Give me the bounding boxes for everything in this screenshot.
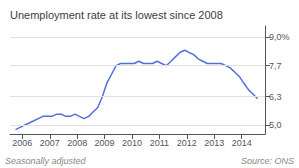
svg-text:Seasonally adjusted: Seasonally adjusted — [5, 156, 87, 166]
svg-text:2009: 2009 — [95, 138, 115, 148]
svg-text:5,0: 5,0 — [269, 120, 282, 130]
svg-text:Source: ONS: Source: ONS — [241, 156, 294, 166]
svg-text:2010: 2010 — [122, 138, 142, 148]
svg-text:2014: 2014 — [232, 138, 252, 148]
svg-text:2011: 2011 — [150, 138, 169, 148]
svg-text:2012: 2012 — [177, 138, 197, 148]
svg-text:2006: 2006 — [12, 138, 32, 148]
svg-text:2008: 2008 — [67, 138, 87, 148]
svg-text:9,0%: 9,0% — [269, 32, 290, 42]
svg-text:Unemployment rate at its lowes: Unemployment rate at its lowest since 20… — [10, 9, 223, 21]
svg-text:2013: 2013 — [204, 138, 224, 148]
svg-text:2007: 2007 — [40, 138, 60, 148]
svg-text:7,7: 7,7 — [269, 61, 282, 71]
svg-text:6,3: 6,3 — [269, 92, 282, 102]
